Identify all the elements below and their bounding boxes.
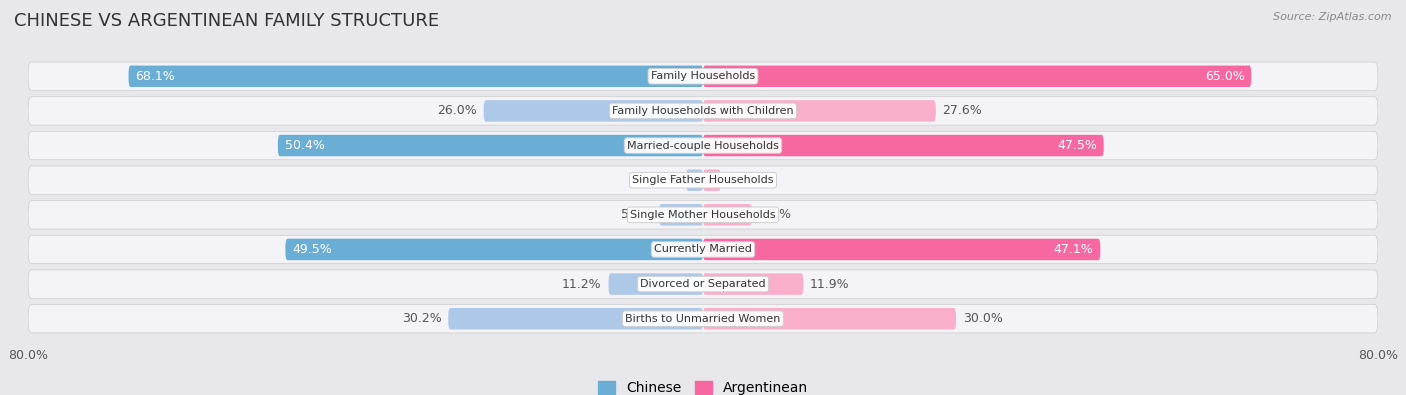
Text: 49.5%: 49.5% — [292, 243, 332, 256]
FancyBboxPatch shape — [703, 169, 721, 191]
FancyBboxPatch shape — [28, 270, 1378, 298]
Text: 47.5%: 47.5% — [1057, 139, 1097, 152]
Text: 47.1%: 47.1% — [1054, 243, 1094, 256]
Text: 11.9%: 11.9% — [810, 278, 849, 291]
FancyBboxPatch shape — [703, 239, 1101, 260]
Text: CHINESE VS ARGENTINEAN FAMILY STRUCTURE: CHINESE VS ARGENTINEAN FAMILY STRUCTURE — [14, 12, 439, 30]
Text: 50.4%: 50.4% — [284, 139, 325, 152]
FancyBboxPatch shape — [703, 308, 956, 329]
Text: 5.2%: 5.2% — [620, 208, 652, 221]
FancyBboxPatch shape — [703, 135, 1104, 156]
Text: Married-couple Households: Married-couple Households — [627, 141, 779, 150]
FancyBboxPatch shape — [28, 235, 1378, 263]
FancyBboxPatch shape — [28, 201, 1378, 229]
FancyBboxPatch shape — [285, 239, 703, 260]
Text: Family Households with Children: Family Households with Children — [612, 106, 794, 116]
FancyBboxPatch shape — [28, 166, 1378, 194]
FancyBboxPatch shape — [703, 273, 803, 295]
FancyBboxPatch shape — [28, 97, 1378, 125]
Text: 2.1%: 2.1% — [727, 174, 759, 187]
FancyBboxPatch shape — [278, 135, 703, 156]
FancyBboxPatch shape — [609, 273, 703, 295]
Text: Single Father Households: Single Father Households — [633, 175, 773, 185]
FancyBboxPatch shape — [128, 66, 703, 87]
FancyBboxPatch shape — [28, 305, 1378, 333]
Text: 65.0%: 65.0% — [1205, 70, 1244, 83]
Text: 5.8%: 5.8% — [759, 208, 790, 221]
Text: 27.6%: 27.6% — [942, 104, 983, 117]
FancyBboxPatch shape — [686, 169, 703, 191]
FancyBboxPatch shape — [28, 132, 1378, 160]
Text: Births to Unmarried Women: Births to Unmarried Women — [626, 314, 780, 324]
FancyBboxPatch shape — [703, 66, 1251, 87]
FancyBboxPatch shape — [28, 62, 1378, 90]
FancyBboxPatch shape — [659, 204, 703, 226]
Text: Family Households: Family Households — [651, 71, 755, 81]
Text: 30.0%: 30.0% — [963, 312, 1002, 325]
Text: Divorced or Separated: Divorced or Separated — [640, 279, 766, 289]
FancyBboxPatch shape — [449, 308, 703, 329]
Text: Currently Married: Currently Married — [654, 245, 752, 254]
FancyBboxPatch shape — [703, 100, 936, 122]
FancyBboxPatch shape — [703, 204, 752, 226]
Text: 11.2%: 11.2% — [562, 278, 602, 291]
Text: 26.0%: 26.0% — [437, 104, 477, 117]
FancyBboxPatch shape — [484, 100, 703, 122]
Text: 30.2%: 30.2% — [402, 312, 441, 325]
Text: 68.1%: 68.1% — [135, 70, 174, 83]
Text: Source: ZipAtlas.com: Source: ZipAtlas.com — [1274, 12, 1392, 22]
Text: 2.0%: 2.0% — [648, 174, 679, 187]
Text: Single Mother Households: Single Mother Households — [630, 210, 776, 220]
Legend: Chinese, Argentinean: Chinese, Argentinean — [592, 376, 814, 395]
